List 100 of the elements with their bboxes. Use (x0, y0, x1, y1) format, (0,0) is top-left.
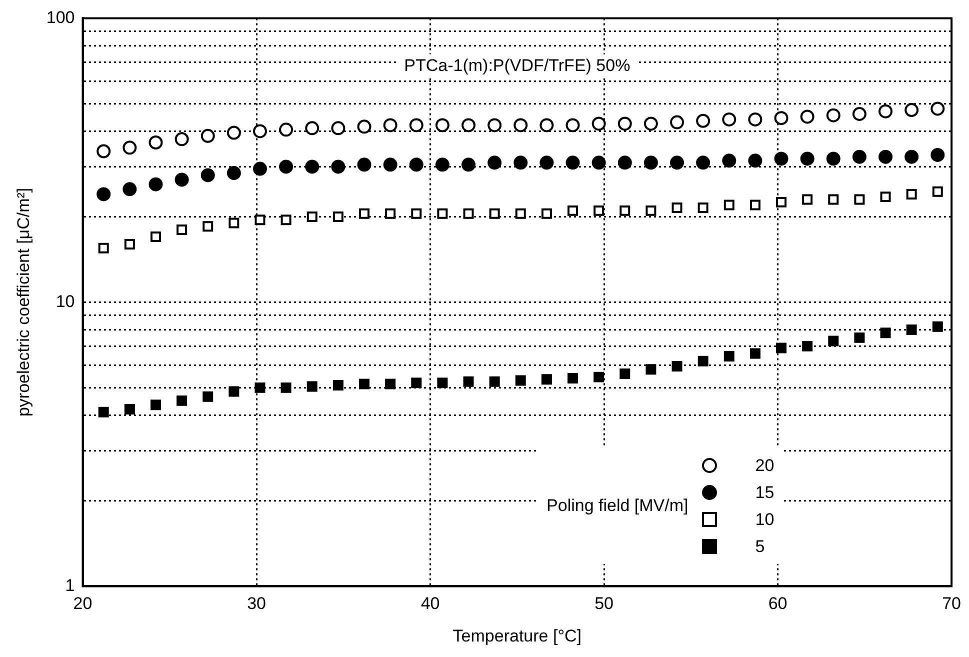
point (226, 166, 241, 180)
point (750, 200, 760, 210)
point (228, 386, 240, 397)
point (800, 110, 814, 124)
point (594, 205, 604, 216)
point (435, 158, 450, 172)
point (644, 116, 658, 131)
point (462, 158, 476, 172)
point (174, 172, 189, 187)
point (514, 156, 528, 170)
point (98, 406, 109, 418)
point (646, 205, 656, 216)
point (305, 121, 320, 136)
y-tick-label: 10 (56, 292, 75, 311)
point (226, 126, 241, 140)
point (280, 382, 292, 393)
point (644, 156, 658, 170)
point (802, 194, 813, 205)
annotation: PTCa-1(m):P(VDF/TrFE) 50% (404, 56, 630, 75)
legend-title: Poling field [MV/m] (546, 496, 688, 516)
point (488, 118, 502, 132)
x-axis-title: Temperature [°C] (452, 626, 582, 646)
point (514, 118, 528, 132)
point (409, 158, 424, 172)
point (724, 200, 734, 210)
point (124, 238, 135, 250)
point (670, 156, 684, 170)
y-tick-label: 100 (46, 8, 75, 27)
point (515, 375, 526, 386)
point (880, 328, 891, 338)
point (306, 211, 318, 222)
point (568, 205, 578, 216)
point (828, 194, 839, 205)
point (174, 132, 189, 146)
point (148, 177, 163, 192)
legend-label: 10 (755, 510, 774, 530)
point (200, 128, 215, 143)
point (252, 124, 267, 138)
point (724, 351, 734, 362)
point (385, 378, 396, 390)
x-tick-label: 70 (942, 594, 962, 614)
point (357, 120, 372, 134)
point (880, 192, 891, 202)
point (252, 162, 267, 176)
point (826, 152, 840, 166)
x-tick-label: 20 (73, 594, 92, 614)
point (618, 156, 632, 170)
legend-label: 20 (755, 456, 774, 476)
point (696, 156, 710, 170)
point (930, 102, 945, 116)
point (124, 404, 135, 414)
point (489, 208, 500, 219)
point (540, 118, 554, 132)
point (566, 118, 580, 132)
point (930, 148, 945, 162)
point (698, 202, 708, 214)
point (200, 168, 215, 182)
legend-label: 5 (755, 536, 765, 557)
point (359, 208, 370, 219)
point (878, 104, 893, 118)
point (904, 103, 919, 118)
point (463, 376, 474, 387)
point (826, 108, 840, 122)
point (411, 378, 422, 388)
point (722, 112, 736, 126)
point (306, 381, 318, 392)
point (698, 356, 708, 366)
point (254, 214, 266, 226)
point (541, 374, 552, 385)
x-tick-label: 60 (768, 594, 788, 614)
y-tick-label: 1 (65, 576, 75, 595)
point (383, 158, 398, 172)
point (357, 158, 372, 172)
point (672, 202, 682, 214)
point (722, 154, 736, 168)
point (463, 208, 474, 219)
point (568, 372, 578, 384)
point (176, 395, 188, 406)
point (148, 136, 163, 150)
point (696, 114, 710, 128)
point (98, 242, 109, 254)
point (150, 400, 161, 410)
point (437, 378, 448, 388)
point (748, 154, 762, 168)
point (904, 150, 919, 164)
point (852, 106, 866, 121)
point (332, 211, 344, 222)
point (331, 121, 346, 136)
point (620, 205, 630, 216)
point (150, 232, 161, 242)
point (411, 208, 422, 219)
point (122, 182, 137, 196)
point (383, 118, 398, 132)
point (385, 208, 396, 219)
point (515, 208, 526, 219)
x-tick-label: 40 (420, 594, 440, 614)
point (906, 324, 917, 335)
point (932, 321, 943, 332)
point (437, 208, 448, 219)
point (800, 152, 814, 166)
